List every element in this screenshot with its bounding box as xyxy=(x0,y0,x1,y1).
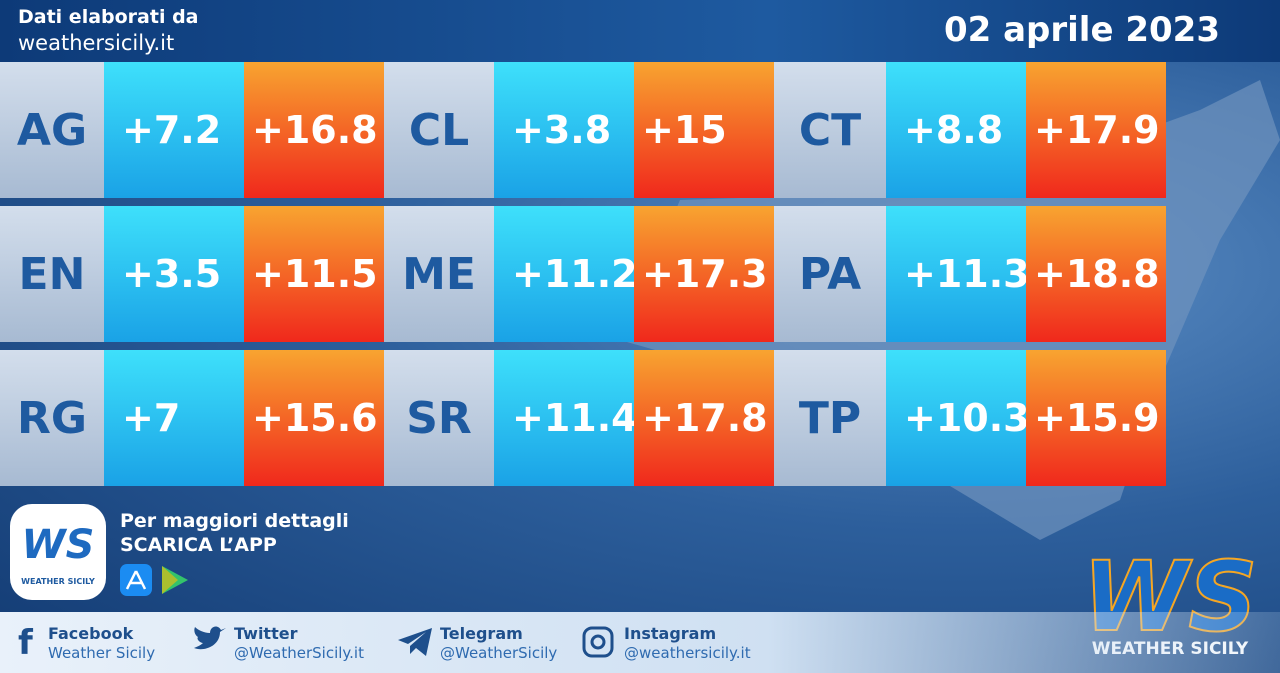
social-network: Instagram xyxy=(624,624,717,643)
social-icon[interactable] xyxy=(190,624,230,664)
social-bar: f Facebook Weather Sicily Twitter @WeatherSi… xyxy=(0,612,1280,673)
social-icon[interactable] xyxy=(396,624,436,664)
min-temperature: +11.4 xyxy=(494,350,638,486)
min-temperature: +11.3 xyxy=(886,206,1030,342)
min-temperature: +7.2 xyxy=(104,62,244,198)
social-handle: @WeatherSicily xyxy=(440,644,558,662)
social-icon[interactable]: f xyxy=(4,624,44,664)
promo-line2: SCARICA L’APP xyxy=(120,534,277,556)
app-logo-mark: WS xyxy=(22,522,95,568)
promo-line1: Per maggiori dettagli xyxy=(120,510,349,532)
max-temperature: +18.8 xyxy=(1026,206,1166,342)
province-code: EN xyxy=(0,206,104,342)
max-temperature: +11.5 xyxy=(244,206,384,342)
max-temperature: +15 xyxy=(634,62,774,198)
svg-text:f: f xyxy=(18,624,34,663)
min-temperature: +11.2 xyxy=(494,206,638,342)
min-temperature: +3.8 xyxy=(494,62,634,198)
social-icon[interactable] xyxy=(580,624,620,664)
province-code: ME xyxy=(384,206,494,342)
province-code: SR xyxy=(384,350,494,486)
header: Dati elaborati da weathersicily.it 02 ap… xyxy=(0,0,1280,62)
app-logo-art: WS WEATHER SICILY xyxy=(21,522,95,586)
province-code: CT xyxy=(774,62,886,198)
source-label: Dati elaborati da xyxy=(18,6,199,28)
max-temperature: +15.9 xyxy=(1026,350,1166,486)
social-handle: Weather Sicily xyxy=(48,644,156,662)
province-code: RG xyxy=(0,350,104,486)
social-network: Telegram xyxy=(440,624,523,643)
max-temperature: +16.8 xyxy=(244,62,384,198)
social-handle: @WeatherSicily.it xyxy=(234,644,364,662)
min-temperature: +3.5 xyxy=(104,206,244,342)
min-temperature: +8.8 xyxy=(886,62,1026,198)
min-temperature: +10.3 xyxy=(886,350,1030,486)
store-icons[interactable] xyxy=(120,564,192,596)
max-temperature: +17.9 xyxy=(1026,62,1166,198)
social-network: Twitter xyxy=(234,624,298,643)
max-temperature: +17.8 xyxy=(634,350,774,486)
province-code: TP xyxy=(774,350,886,486)
social-handle: @weathersicily.it xyxy=(624,644,751,662)
province-code: CL xyxy=(384,62,494,198)
max-temperature: +15.6 xyxy=(244,350,384,486)
province-code: AG xyxy=(0,62,104,198)
social-network: Facebook xyxy=(48,624,134,643)
app-logo-caption: WEATHER SICILY xyxy=(21,577,95,586)
min-temperature: +7 xyxy=(104,350,244,486)
date: 02 aprile 2023 xyxy=(943,10,1220,50)
source-site: weathersicily.it xyxy=(18,31,175,55)
max-temperature: +17.3 xyxy=(634,206,774,342)
app-logo: WS WEATHER SICILY xyxy=(10,504,106,600)
province-code: PA xyxy=(774,206,886,342)
